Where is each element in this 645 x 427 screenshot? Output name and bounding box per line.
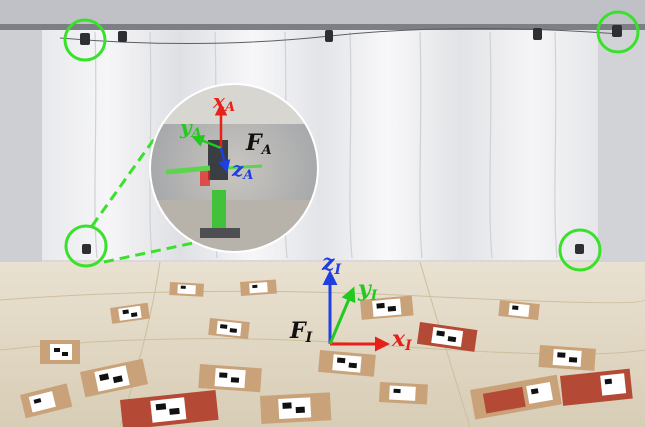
drone-z-label: zA (231, 157, 253, 183)
left-wall (0, 30, 42, 270)
right-wall (598, 30, 645, 270)
world-frame-label: FI (289, 318, 313, 346)
world-x-label: xI (391, 326, 412, 354)
world-y-label: yI (357, 276, 378, 304)
inset-border (149, 83, 319, 253)
world-z-label: zI (321, 250, 342, 278)
motion-capture-camera-icon (80, 25, 622, 254)
drone-x-label: xA (212, 89, 235, 115)
floor-mat (0, 262, 645, 427)
drone-inset (150, 84, 318, 252)
drone-axes (191, 103, 231, 173)
camera-highlight-circles (63, 10, 640, 272)
curtain (40, 30, 600, 260)
aruco-marker-icon (20, 279, 633, 427)
ceiling-rail (0, 24, 645, 30)
drone-y-label: yA (179, 115, 202, 141)
world-axes (322, 270, 390, 352)
drone-icon (165, 140, 263, 238)
drone-frame-label: FA (245, 130, 272, 158)
